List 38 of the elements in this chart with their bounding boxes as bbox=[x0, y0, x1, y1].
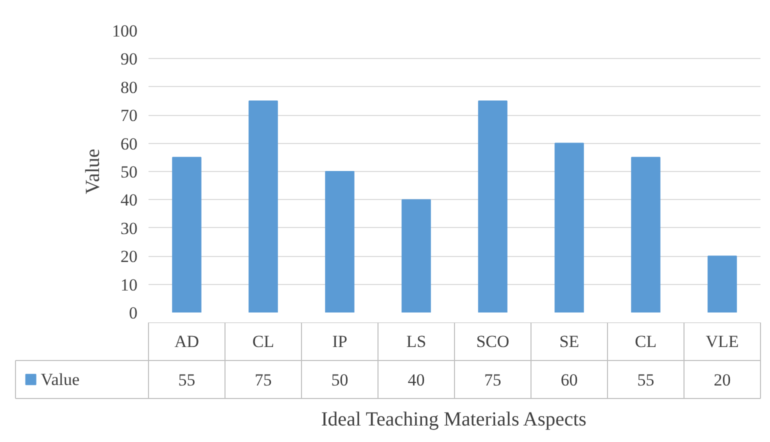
y-axis-title: Value bbox=[82, 148, 104, 194]
y-tick-label: 0 bbox=[129, 304, 138, 322]
legend-label: Value bbox=[40, 370, 80, 389]
y-tick-label: 30 bbox=[120, 218, 138, 238]
x-tick-label: IP bbox=[332, 332, 348, 351]
y-tick-label: 90 bbox=[120, 50, 138, 69]
x-tick-label: CL bbox=[252, 332, 274, 351]
data-label: 55 bbox=[178, 370, 196, 390]
bar bbox=[708, 256, 737, 312]
bar bbox=[402, 199, 431, 312]
data-label: 20 bbox=[714, 370, 731, 390]
x-tick-label: AD bbox=[174, 332, 200, 351]
y-tick-label: 70 bbox=[120, 106, 138, 126]
data-label: 75 bbox=[254, 370, 272, 390]
y-tick-label: 50 bbox=[120, 162, 138, 182]
data-label: 50 bbox=[331, 370, 348, 390]
bar bbox=[248, 100, 278, 312]
y-tick-label: 100 bbox=[112, 22, 138, 40]
x-tick-label: SE bbox=[559, 332, 580, 351]
bar bbox=[172, 156, 202, 312]
data-label: 75 bbox=[484, 370, 502, 390]
data-label: 60 bbox=[560, 370, 578, 390]
y-tick-label: 80 bbox=[120, 78, 138, 97]
x-tick-label: VLE bbox=[706, 332, 739, 351]
data-label: 55 bbox=[637, 370, 654, 390]
y-tick-label: 40 bbox=[120, 190, 138, 210]
bar bbox=[478, 100, 508, 312]
bar bbox=[325, 171, 354, 312]
x-axis-title: Ideal Teaching Materials Aspects bbox=[321, 408, 587, 430]
y-tick-label: 10 bbox=[120, 275, 138, 294]
y-tick-label: 20 bbox=[120, 247, 138, 266]
x-tick-label: CL bbox=[634, 332, 657, 351]
x-tick-label: LS bbox=[406, 332, 426, 351]
data-label: 40 bbox=[408, 370, 425, 390]
y-tick-label: 60 bbox=[120, 134, 138, 154]
bar bbox=[631, 156, 660, 312]
x-tick-label: SCO bbox=[476, 332, 510, 351]
bar bbox=[554, 142, 584, 312]
